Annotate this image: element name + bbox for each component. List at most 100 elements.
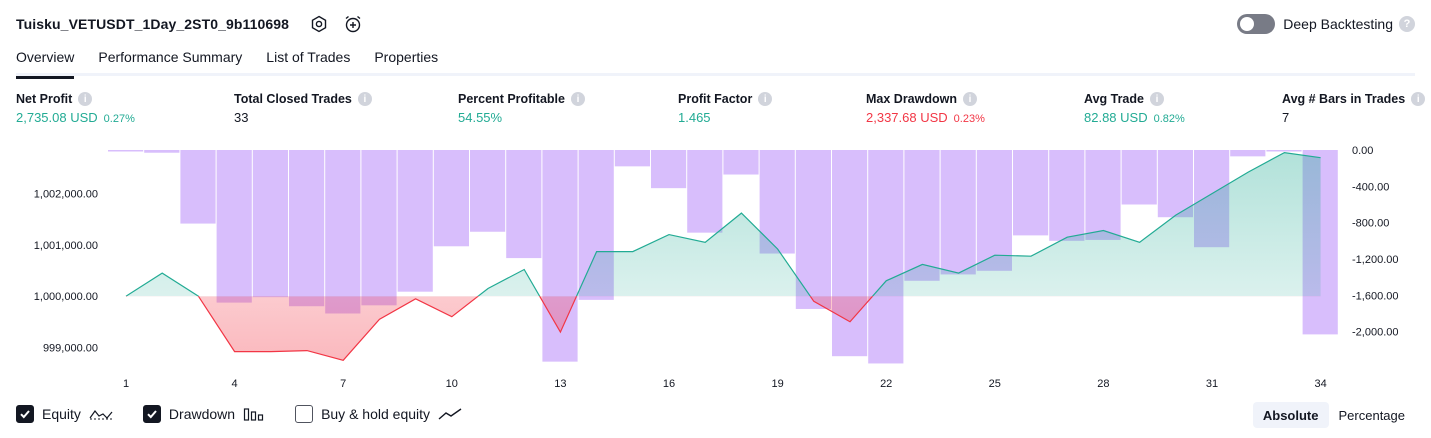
metric-total-closed-trades: Total Closed Trades i 33 <box>234 92 372 125</box>
tab-list-of-trades[interactable]: List of Trades <box>266 49 351 65</box>
x-axis-tick-label: 10 <box>446 378 458 390</box>
drawdown-bar <box>904 150 940 281</box>
drawdown-bar <box>1157 150 1193 218</box>
metrics-row: Net Profit i 2,735.08 USD 0.27% Total Clos… <box>16 92 1426 132</box>
deep-backtesting: Deep Backtesting ? <box>1237 12 1415 36</box>
checkbox-unchecked-icon[interactable] <box>295 405 314 423</box>
right-axis-tick-label: -2,000.00 <box>1352 327 1398 339</box>
metric-value: 7 <box>1282 110 1290 125</box>
x-axis-tick-label: 13 <box>554 378 566 390</box>
report-tabs: Overview Performance Summary List of Tra… <box>16 46 1415 79</box>
x-axis-tick-label: 16 <box>663 378 675 390</box>
x-axis-tick-label: 25 <box>989 378 1001 390</box>
drawdown-bar <box>1230 150 1266 157</box>
x-axis-tick-label: 22 <box>880 378 892 390</box>
metric-net-profit: Net Profit i 2,735.08 USD 0.27% <box>16 92 135 125</box>
info-icon[interactable]: i <box>963 92 977 106</box>
deep-backtesting-toggle[interactable] <box>1237 14 1276 34</box>
left-axis-tick-label: 1,002,000.00 <box>34 189 98 201</box>
drawdown-bar <box>1266 150 1302 152</box>
equity-profit-area <box>126 152 1321 297</box>
tab-performance-summary[interactable]: Performance Summary <box>98 49 243 65</box>
left-axis-tick-label: 999,000.00 <box>43 342 98 354</box>
question-icon[interactable]: ? <box>1399 16 1415 32</box>
equity-line-icon <box>89 406 113 422</box>
metric-value: 2,337.68 USD <box>866 110 948 125</box>
metric-value: 33 <box>234 110 249 125</box>
legend-label: Drawdown <box>168 406 236 422</box>
x-axis-tick-label: 4 <box>232 378 238 390</box>
equity-drawdown-chart[interactable]: 1,002,000.00 1,001,000.00 1,000,000.00 999,… <box>0 140 1431 395</box>
drawdown-bar <box>976 150 1012 271</box>
tab-overview[interactable]: Overview <box>16 46 75 79</box>
legend-drawdown[interactable]: Drawdown <box>142 405 265 423</box>
drawdown-bar <box>1049 150 1085 241</box>
drawdown-bars-icon <box>243 406 265 422</box>
drawdown-bar <box>289 150 325 307</box>
metric-label: Avg # Bars in Trades <box>1282 92 1406 106</box>
value-mode-switch: Absolute Percentage <box>1252 402 1415 428</box>
info-icon[interactable]: i <box>1149 92 1164 106</box>
x-axis-tick-label: 28 <box>1097 378 1109 390</box>
metric-value: 2,735.08 USD <box>16 110 98 125</box>
x-axis-tick-label: 7 <box>340 378 346 390</box>
x-axis-tick-label: 31 <box>1206 378 1218 390</box>
metric-percent: 0.27% <box>103 113 135 125</box>
info-icon[interactable]: i <box>1411 92 1426 106</box>
mode-percentage-button[interactable]: Percentage <box>1338 407 1406 423</box>
metric-percent: 0.23% <box>953 113 985 125</box>
drawdown-bar <box>506 150 542 259</box>
drawdown-bar <box>940 150 976 275</box>
drawdown-bar <box>470 150 506 232</box>
drawdown-bar <box>1121 150 1157 205</box>
info-icon[interactable]: i <box>758 92 773 106</box>
drawdown-bar <box>252 150 288 298</box>
legend-equity[interactable]: Equity <box>16 405 113 423</box>
drawdown-bar <box>651 150 687 189</box>
drawdown-bar <box>433 150 469 247</box>
metric-value: 54.55% <box>458 110 503 125</box>
info-icon[interactable]: i <box>78 92 93 106</box>
right-axis-tick-label: -400.00 <box>1352 181 1389 193</box>
info-icon[interactable]: i <box>570 92 585 106</box>
left-axis-tick-label: 1,001,000.00 <box>34 240 98 252</box>
drawdown-bar <box>180 150 216 224</box>
tab-properties[interactable]: Properties <box>374 49 439 65</box>
metric-label: Profit Factor <box>678 92 753 106</box>
drawdown-bar <box>216 150 252 303</box>
metric-label: Net Profit <box>16 92 73 106</box>
drawdown-bar <box>614 150 650 167</box>
alarm-clock-plus-icon[interactable] <box>341 12 365 36</box>
drawdown-bar <box>1085 150 1121 240</box>
x-axis-tick-label: 19 <box>771 378 783 390</box>
mode-absolute-button[interactable]: Absolute <box>1252 402 1329 428</box>
strategy-title: Tuisku_VETUSDT_1Day_2ST0_9b110698 <box>16 16 290 32</box>
left-axis-tick-label: 1,000,000.00 <box>34 291 98 303</box>
x-axis-tick-label: 1 <box>123 378 129 390</box>
right-axis-tick-label: 0.00 <box>1352 145 1373 157</box>
gear-icon[interactable] <box>307 12 331 36</box>
drawdown-bar <box>723 150 759 175</box>
drawdown-bar <box>144 150 180 153</box>
strategy-header: Tuisku_VETUSDT_1Day_2ST0_9b110698 <box>16 12 365 36</box>
legend-label: Buy & hold equity <box>321 406 431 422</box>
drawdown-bar <box>795 150 831 309</box>
buy-hold-line-icon <box>438 406 462 422</box>
metric-max-drawdown: Max Drawdown i 2,337.68 USD 0.23% <box>866 92 985 125</box>
metric-avg-bars-in-trades: Avg # Bars in Trades i 7 <box>1282 92 1426 125</box>
legend-label: Equity <box>42 406 81 422</box>
chart-legend: Equity Drawdown Buy & hold equity <box>16 402 492 426</box>
checkbox-checked-icon[interactable] <box>142 405 161 423</box>
metric-label: Percent Profitable <box>458 92 565 106</box>
legend-buy-hold-equity[interactable]: Buy & hold equity <box>295 405 462 423</box>
metric-profit-factor: Profit Factor i 1.465 <box>678 92 773 125</box>
metric-percent: 0.82% <box>1153 113 1185 125</box>
metric-label: Total Closed Trades <box>234 92 352 106</box>
equity-loss-area <box>126 296 1321 361</box>
info-icon[interactable]: i <box>357 92 372 106</box>
drawdown-bar <box>397 150 433 292</box>
right-axis-tick-label: -800.00 <box>1352 218 1389 230</box>
checkbox-checked-icon[interactable] <box>16 405 34 423</box>
drawdown-bar <box>687 150 723 233</box>
drawdown-bar <box>868 150 904 364</box>
